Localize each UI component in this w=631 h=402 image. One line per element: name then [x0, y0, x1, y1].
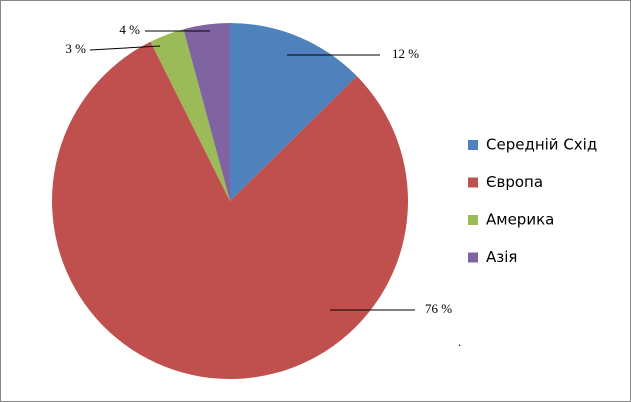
legend-swatch: [468, 215, 478, 225]
legend: Середній Схід Європа Америка Азія: [468, 136, 597, 266]
data-label: 12 %: [392, 46, 419, 61]
legend-swatch: [468, 140, 478, 150]
pie-slice: [230, 23, 357, 201]
data-label: 3 %: [65, 41, 86, 56]
pie: 12 % 76 % 3 % 4 %: [51, 22, 452, 379]
stray-dot: .: [458, 334, 461, 349]
legend-swatch: [468, 252, 478, 263]
pie-slice: [51, 41, 409, 379]
legend-label: Америка: [486, 211, 554, 229]
legend-label: Середній Схід: [486, 136, 597, 154]
data-label: 76 %: [425, 301, 452, 316]
legend-label: Європа: [486, 173, 543, 191]
data-label: 4 %: [119, 22, 140, 37]
pie-slice: [150, 29, 230, 202]
pie-slice: [183, 23, 230, 201]
legend-label: Азія: [486, 248, 517, 266]
leader-line: [89, 45, 161, 51]
legend-swatch: [468, 177, 478, 188]
